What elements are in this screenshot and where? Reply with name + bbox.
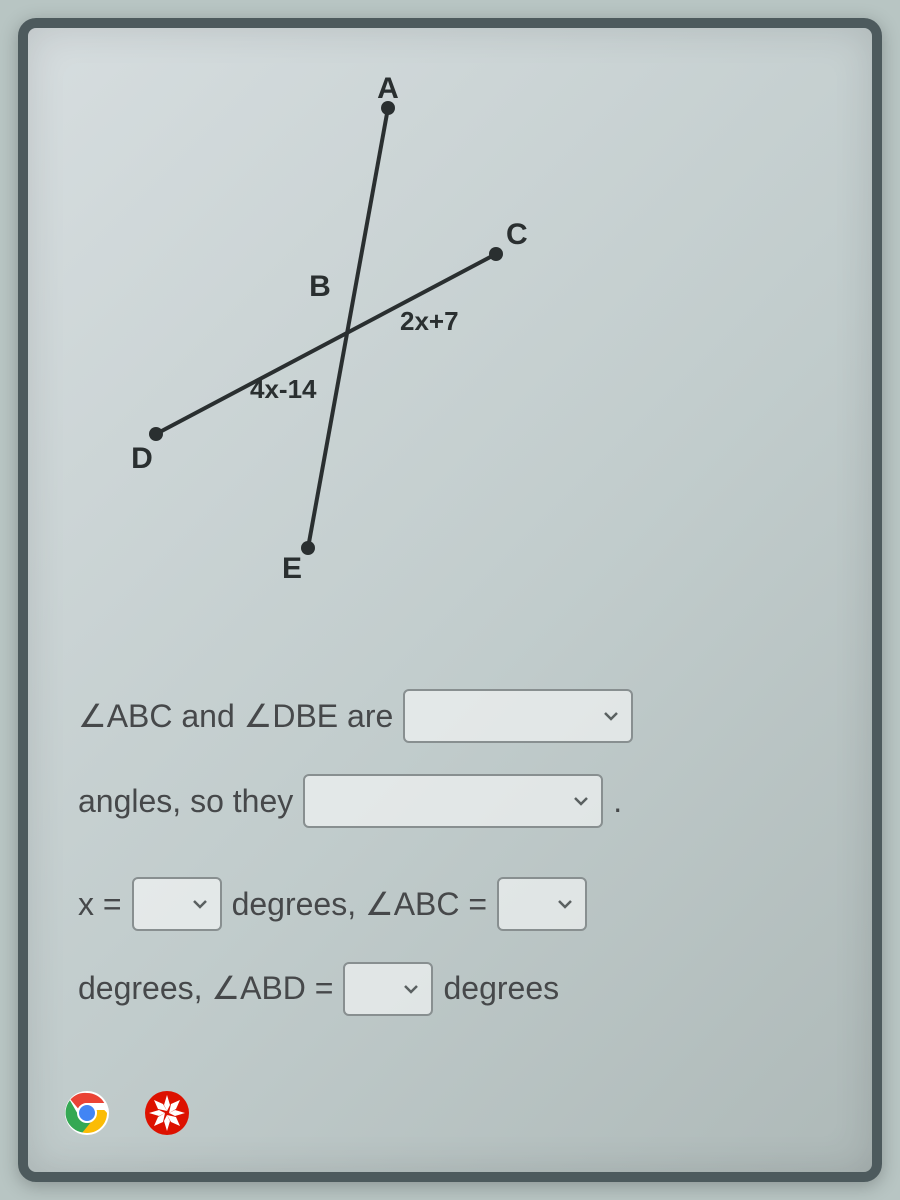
stem-period: .	[613, 763, 622, 840]
question-area: ∠ABC and ∠DBE are angles, so they . x =	[78, 678, 822, 1053]
solve-suffix: degrees	[443, 950, 559, 1027]
point-c	[489, 247, 503, 261]
chevron-down-icon	[601, 706, 621, 726]
label-e: E	[282, 552, 302, 585]
chevron-down-icon	[555, 894, 575, 914]
segment-ae	[308, 108, 388, 548]
stem-text-2: angles, so they	[78, 763, 293, 840]
solve-mid2: degrees, ∠ABD =	[78, 950, 333, 1027]
chevron-down-icon	[190, 894, 210, 914]
question-line-1: ∠ABC and ∠DBE are angles, so they .	[78, 678, 822, 840]
dropdown-abc[interactable]	[497, 877, 587, 931]
expr-dbx: 4x-14	[250, 374, 317, 404]
diagram-svg: A B C D E 2x+7 4x-14	[88, 68, 608, 588]
expr-abc: 2x+7	[400, 306, 459, 336]
question-line-2: x = degrees, ∠ABC = degrees, ∠ABD =	[78, 866, 822, 1028]
point-e	[301, 541, 315, 555]
wolfram-icon[interactable]	[138, 1084, 196, 1142]
label-c: C	[506, 218, 528, 251]
solve-mid1: degrees, ∠ABC =	[232, 866, 487, 943]
point-d	[149, 427, 163, 441]
geometry-diagram: A B C D E 2x+7 4x-14	[88, 68, 608, 588]
dropdown-relation[interactable]	[403, 689, 633, 743]
screen-area: A B C D E 2x+7 4x-14 ∠ABC and ∠DBE are a…	[18, 18, 882, 1182]
chrome-icon[interactable]	[58, 1084, 116, 1142]
dropdown-abd[interactable]	[343, 962, 433, 1016]
stem-text-1: ∠ABC and ∠DBE are	[78, 678, 393, 755]
dropdown-x[interactable]	[132, 877, 222, 931]
taskbar	[58, 1084, 196, 1142]
label-d: D	[131, 442, 153, 475]
solve-prefix: x =	[78, 866, 122, 943]
label-a: A	[377, 72, 399, 105]
label-b: B	[309, 270, 331, 303]
chevron-down-icon	[401, 979, 421, 999]
chevron-down-icon	[571, 791, 591, 811]
dropdown-consequence[interactable]	[303, 774, 603, 828]
